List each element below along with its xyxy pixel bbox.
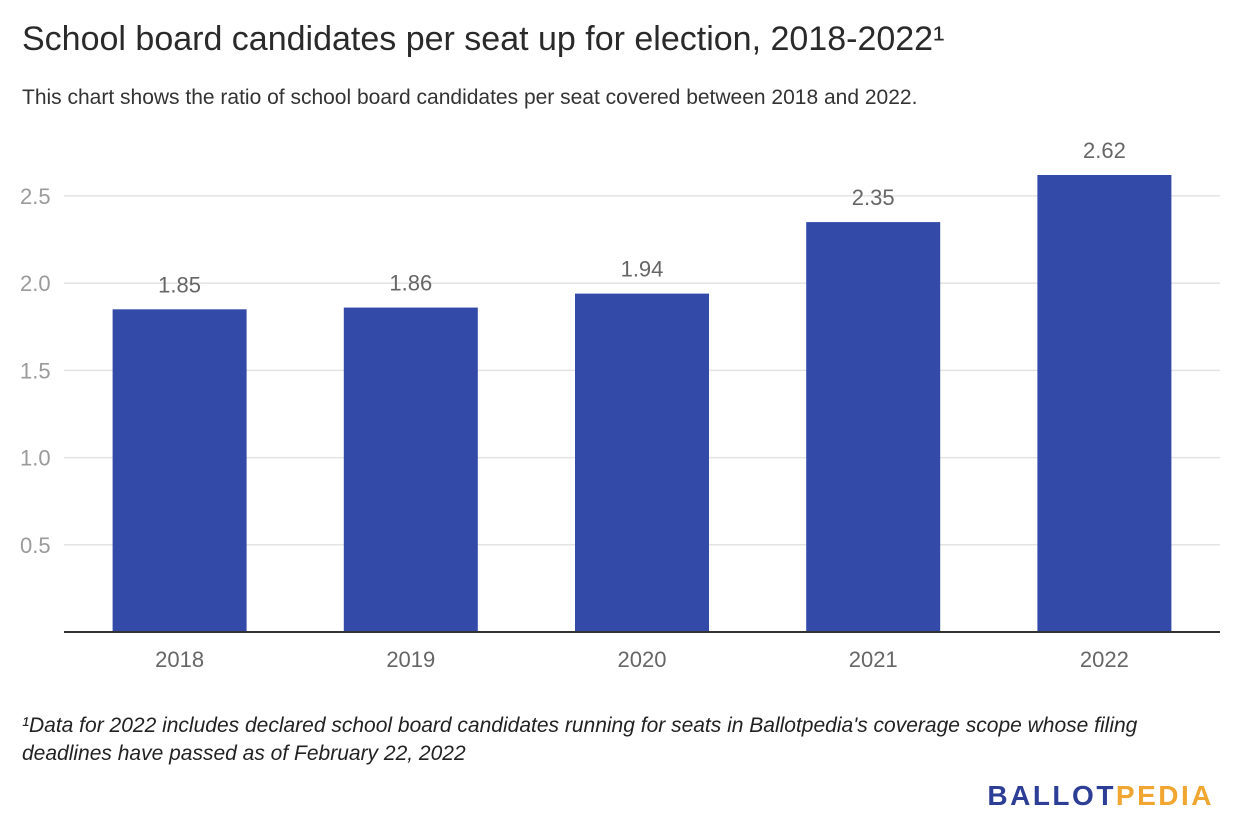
bar-chart: 0.5 1.0 1.5 2.0 2.5 1.85 2018 1.86 2019 1.94 2020 2… — [20, 138, 1220, 672]
y-tick-label: 0.5 — [20, 533, 51, 558]
x-tick-label: 2020 — [618, 647, 667, 672]
data-label: 2.62 — [1083, 138, 1126, 163]
chart-title: School board candidates per seat up for … — [22, 20, 945, 58]
data-label: 1.86 — [389, 271, 432, 296]
x-tick-label: 2018 — [155, 647, 204, 672]
x-tick-label: 2022 — [1080, 647, 1129, 672]
data-label: 2.35 — [852, 185, 895, 210]
y-tick-label: 2.0 — [20, 271, 51, 296]
data-label: 1.85 — [158, 272, 201, 297]
y-tick-label: 1.5 — [20, 358, 51, 383]
y-tick-label: 1.0 — [20, 446, 51, 471]
x-tick-label: 2019 — [386, 647, 435, 672]
y-tick-label: 2.5 — [20, 184, 51, 209]
logo-part-ballot: BALLOT — [987, 780, 1116, 811]
chart-subtitle: This chart shows the ratio of school boa… — [22, 86, 918, 109]
footnote: ¹Data for 2022 includes declared school … — [22, 714, 1138, 765]
x-tick-label: 2021 — [849, 647, 898, 672]
bar — [806, 222, 941, 633]
bar — [575, 293, 709, 632]
data-label: 1.94 — [621, 257, 664, 282]
bar — [1037, 175, 1172, 632]
ballotpedia-logo: BALLOTPEDIA — [987, 780, 1214, 812]
bar — [343, 307, 478, 632]
bar — [112, 309, 247, 632]
logo-part-pedia: PEDIA — [1115, 780, 1214, 811]
